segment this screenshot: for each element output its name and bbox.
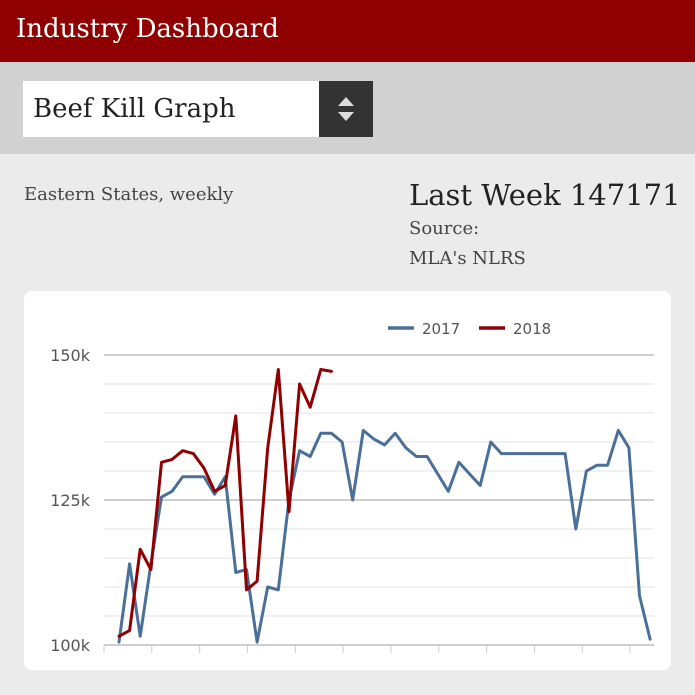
region-label: Eastern States, weekly: [24, 184, 234, 205]
legend-label-2017: 2017: [422, 320, 460, 338]
select-toggle-button[interactable]: [319, 81, 373, 137]
y-tick-label: 125k: [50, 491, 91, 510]
y-tick-label: 100k: [50, 636, 91, 655]
graph-select[interactable]: Beef Kill Graph: [23, 81, 373, 137]
last-week-value: Last Week 147171: [409, 178, 681, 212]
source-label: Source:: [409, 218, 480, 239]
y-tick-label: 150k: [50, 346, 91, 365]
graph-select-value: Beef Kill Graph: [33, 94, 236, 124]
graph-selector-bar: Beef Kill Graph: [0, 62, 695, 154]
app-title: Industry Dashboard: [16, 14, 279, 44]
source-value: MLA's NLRS: [409, 248, 526, 269]
updown-arrows-icon: [338, 97, 354, 121]
summary-panel: Last Week 147171 Source: MLA's NLRS: [409, 176, 681, 274]
legend-label-2018: 2018: [513, 320, 551, 338]
series-line-2018: [117, 368, 333, 638]
app-header: Industry Dashboard: [0, 0, 695, 62]
chart-card: 150k 125k 100k 2017 2018: [24, 291, 671, 670]
beef-kill-chart: 150k 125k 100k 2017 2018: [50, 320, 654, 655]
